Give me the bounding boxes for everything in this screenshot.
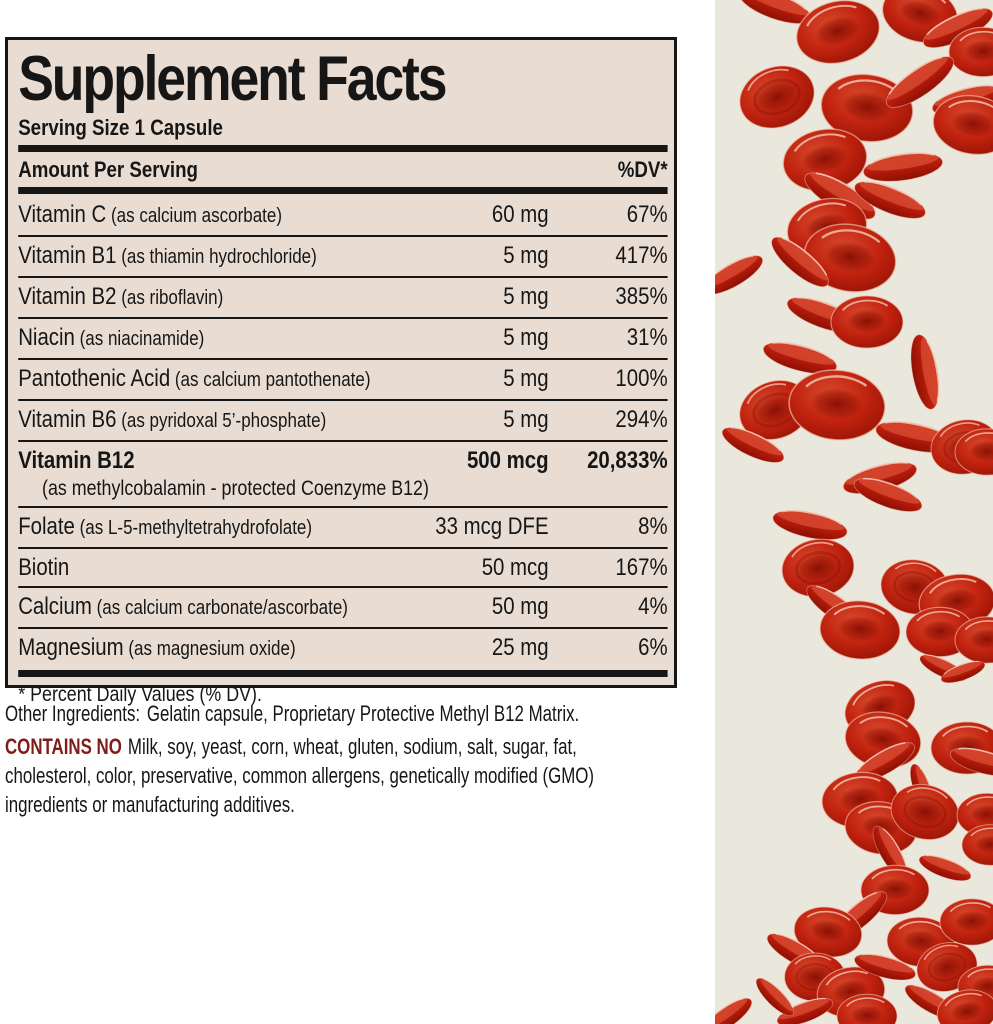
nutrient-amount: 500 mcg (466, 447, 549, 474)
red-blood-cell (729, 54, 825, 140)
nutrient-name: Magnesium (as magnesium oxide) (18, 634, 296, 661)
nutrient-detail: (as calcium ascorbate) (106, 205, 282, 227)
nutrient-name: Pantothenic Acid (as calcium pantothenat… (18, 365, 371, 392)
other-ingredients-label: Other Ingredients: (5, 701, 141, 726)
red-blood-cell (784, 364, 890, 446)
nutrient-name: Folate (as L-5-methyltetrahydrofolate) (18, 513, 313, 540)
table-row: Calcium (as calcium carbonate/ascorbate)… (18, 586, 668, 627)
table-row: Pantothenic Acid (as calcium pantothenat… (18, 358, 668, 399)
nutrient-amount: 5 mg (503, 406, 549, 433)
nutrient-dv: 294% (615, 406, 668, 433)
nutrient-dv: 67% (626, 201, 668, 228)
nutrient-dv: 6% (638, 634, 668, 661)
contains-no-label: CONTAINS NO (5, 734, 122, 759)
table-row: Magnesium (as magnesium oxide) 25 mg 6% (18, 627, 668, 668)
nutrient-name: Vitamin B2 (as riboflavin) (18, 283, 224, 310)
nutrient-dv: 417% (615, 242, 668, 269)
nutrient-name: Vitamin B6 (as pyridoxal 5’-phosphate) (18, 406, 327, 433)
nutrient-amount: 5 mg (503, 324, 549, 351)
panel-content: Supplement Facts Serving Size 1 Capsule … (8, 40, 676, 712)
nutrient-name: Vitamin C (as calcium ascorbate) (18, 201, 282, 228)
red-blood-cell (905, 331, 945, 413)
red-blood-cell (830, 294, 904, 350)
table-row: Vitamin B6 (as pyridoxal 5’-phosphate) 5 … (18, 399, 668, 440)
nutrient-name: Biotin (18, 554, 70, 581)
nutrient-dv: 31% (626, 324, 668, 351)
table-row: Vitamin C (as calcium ascorbate) 60 mg 67% (18, 196, 667, 235)
serving-size: Serving Size 1 Capsule (18, 115, 223, 140)
nutrient-name: Niacin (as niacinamide) (18, 324, 205, 351)
nutrient-detail: (as niacinamide) (74, 328, 205, 350)
amount-per-serving-header: Amount Per Serving (18, 157, 198, 182)
red-blood-cell (860, 147, 946, 187)
nutrient-detail: (as calcium pantothenate) (170, 369, 371, 391)
nutrient-name: Vitamin B1 (as thiamin hydrochloride) (18, 242, 317, 269)
nutrient-amount: 25 mg (491, 634, 549, 661)
nutrient-detail: (as riboflavin) (116, 287, 224, 309)
red-blood-cell (715, 991, 758, 1024)
table-row: Vitamin B1 (as thiamin hydrochloride) 5 m… (18, 235, 668, 276)
nutrient-amount: 50 mg (491, 593, 549, 620)
nutrient-detail: (as pyridoxal 5’-phosphate) (116, 410, 327, 432)
dv-header: %DV* (617, 157, 668, 182)
nutrient-amount: 33 mcg DFE (435, 513, 549, 540)
nutrient-amount: 50 mcg (481, 554, 549, 581)
nutrient-detail: (as magnesium oxide) (123, 638, 296, 660)
nutrient-amount: 60 mg (491, 201, 549, 228)
red-blood-cells-image (715, 0, 993, 1024)
red-blood-cells-illustration (715, 0, 993, 1024)
red-blood-cell (769, 504, 851, 546)
nutrient-dv: 385% (615, 283, 668, 310)
nutrient-name: Calcium (as calcium carbonate/ascorbate) (18, 593, 348, 620)
nutrient-amount: 5 mg (503, 283, 549, 310)
table-row: Vitamin B2 (as riboflavin) 5 mg 385% (18, 276, 668, 317)
nutrient-amount: 5 mg (503, 365, 549, 392)
supplement-facts-title: Supplement Facts (18, 44, 447, 114)
supplement-facts-panel: Supplement Facts Serving Size 1 Capsule … (5, 37, 677, 706)
nutrient-dv: 20,833% (587, 447, 668, 474)
table-row: Folate (as L-5-methyltetrahydrofolate) 33… (18, 506, 668, 547)
thick-rule (18, 670, 668, 677)
other-ingredients-text: Gelatin capsule, Proprietary Protective … (146, 701, 580, 726)
contains-no-text: Milk, soy, yeast, corn, wheat, gluten, s… (5, 734, 594, 817)
other-ingredients-paragraph: Other Ingredients: Gelatin capsule, Propr… (5, 699, 680, 728)
nutrient-table: Vitamin C (as calcium ascorbate) 60 mg 67%… (18, 196, 668, 668)
red-blood-cell (715, 247, 769, 303)
nutrient-name: Vitamin B12 (18, 447, 135, 474)
thick-rule (18, 187, 668, 194)
daily-values-footnote: * Percent Daily Values (% DV). (18, 683, 262, 706)
table-row: Vitamin B12 500 mcg 20,833% (as methylcobal… (18, 440, 668, 506)
nutrient-dv: 4% (638, 593, 668, 620)
nutrient-detail: (as L-5-methyltetrahydrofolate) (74, 517, 313, 539)
nutrient-detail: (as thiamin hydrochloride) (116, 246, 317, 268)
nutrient-amount: 5 mg (503, 242, 549, 269)
nutrient-dv: 167% (615, 554, 668, 581)
nutrient-dv: 100% (615, 365, 668, 392)
table-row: Niacin (as niacinamide) 5 mg 31% (18, 317, 668, 358)
contains-no-paragraph: CONTAINS NO Milk, soy, yeast, corn, wheat… (5, 732, 665, 819)
table-row: Biotin 50 mcg 167% (18, 547, 668, 586)
thick-rule (18, 145, 668, 152)
nutrient-detail: (as calcium carbonate/ascorbate) (91, 597, 348, 619)
nutrient-dv: 8% (638, 513, 668, 540)
b12-subline: (as methylcobalamin - protected Coenzyme… (42, 477, 429, 500)
table-header-row: Amount Per Serving %DV* (18, 154, 667, 185)
label-footer-text: Other Ingredients: Gelatin capsule, Propr… (5, 699, 905, 819)
